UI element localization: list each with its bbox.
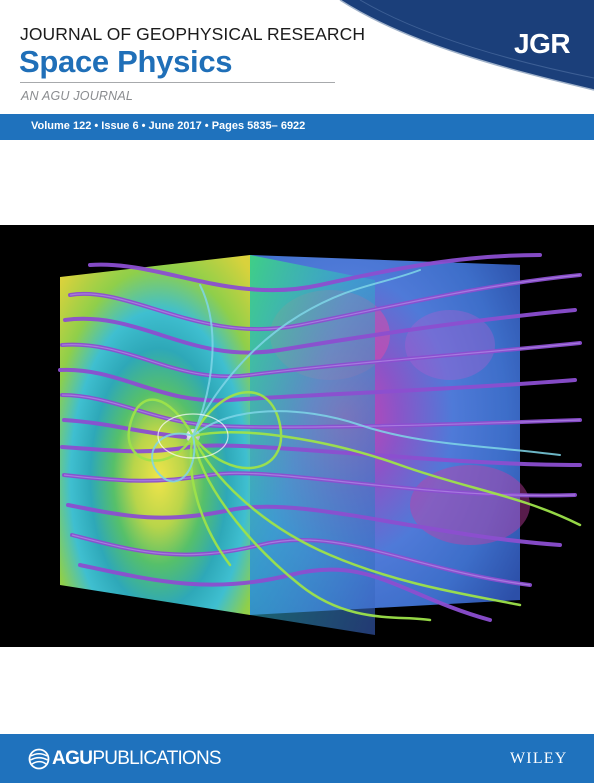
magnetosphere-simulation-image [0, 225, 594, 647]
jgr-logo: JGR [514, 28, 570, 60]
footer-bar: AGUPUBLICATIONS WILEY [0, 734, 594, 783]
issue-info: Volume 122 • Issue 6 • June 2017 • Pages… [31, 120, 305, 132]
cover-image [0, 225, 594, 647]
agu-globe-icon [28, 748, 50, 770]
jgr-logo-swoosh [300, 0, 594, 120]
agu-logo-regular: PUBLICATIONS [92, 748, 220, 769]
issue-bar: Volume 122 • Issue 6 • June 2017 • Pages… [0, 114, 594, 140]
agu-publications-logo: AGUPUBLICATIONS [52, 748, 221, 770]
agu-logo-bold: AGU [52, 748, 92, 769]
journal-title-line2: Space Physics [19, 44, 339, 80]
header-divider [20, 82, 335, 83]
wiley-logo: WILEY [510, 750, 568, 768]
journal-title-line1: JOURNAL OF GEOPHYSICAL RESEARCH [20, 24, 340, 45]
journal-tagline: AN AGU JOURNAL [21, 89, 133, 103]
